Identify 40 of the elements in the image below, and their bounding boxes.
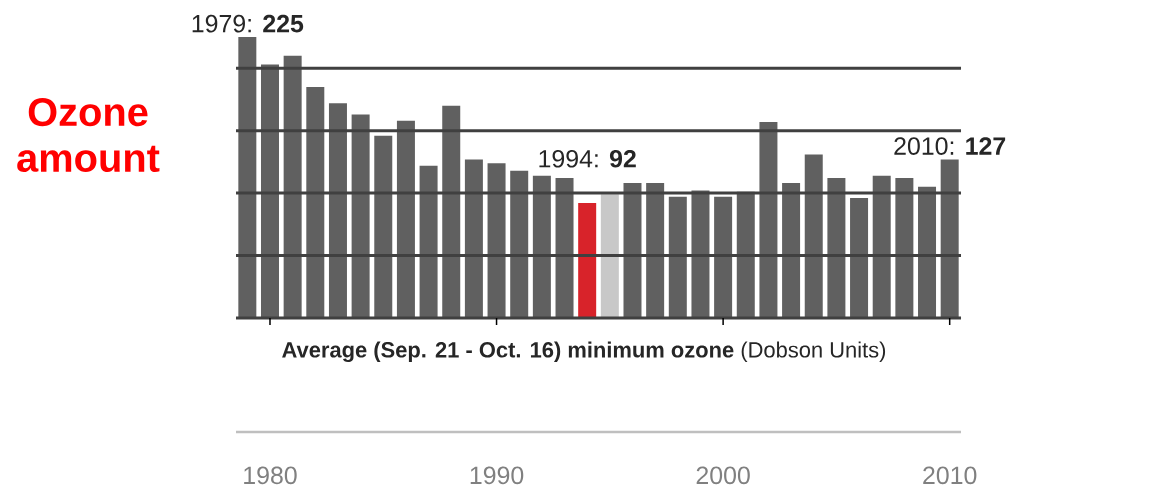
bar: [396, 120, 415, 318]
bar: [668, 196, 687, 318]
bar: [782, 183, 801, 318]
bar: [646, 183, 665, 318]
bar: [759, 121, 778, 318]
x-tick-label: 2010: [923, 466, 977, 485]
bar: [850, 198, 869, 318]
bar: [374, 135, 393, 318]
bar: [623, 183, 642, 318]
bar: [532, 175, 551, 318]
bar: [238, 37, 257, 318]
bar: [714, 196, 733, 318]
bar: [487, 163, 506, 318]
bar: [918, 186, 937, 318]
x-tick-label: 1980: [244, 466, 297, 485]
data-label: 1994: 92: [539, 149, 636, 168]
bar: [895, 178, 914, 318]
bar: [555, 178, 574, 318]
bar: [827, 178, 846, 318]
bar: [306, 86, 325, 318]
x-tick-label: 1990: [470, 466, 524, 485]
bar: [510, 170, 529, 318]
bar: [804, 154, 823, 318]
x-tick-label: 2000: [696, 466, 750, 485]
x-axis-title: Average (Sep. 21 - Oct. 16) minimum ozone (Dobson Units): [282, 341, 886, 363]
bar: [351, 114, 370, 318]
bar: [872, 175, 891, 318]
bar: [283, 55, 302, 318]
bar: [260, 64, 279, 318]
bar: [940, 159, 959, 318]
bar: [419, 165, 438, 318]
bar: [442, 105, 461, 318]
data-label: 1979: 225: [192, 14, 304, 33]
data-label: 2010: 127: [894, 137, 1006, 155]
bar: [600, 194, 619, 318]
bar: [578, 203, 597, 318]
bar: [464, 159, 483, 318]
y-axis-title: Ozone amount: [17, 97, 160, 173]
bar: [691, 190, 710, 318]
bar: [328, 103, 347, 318]
